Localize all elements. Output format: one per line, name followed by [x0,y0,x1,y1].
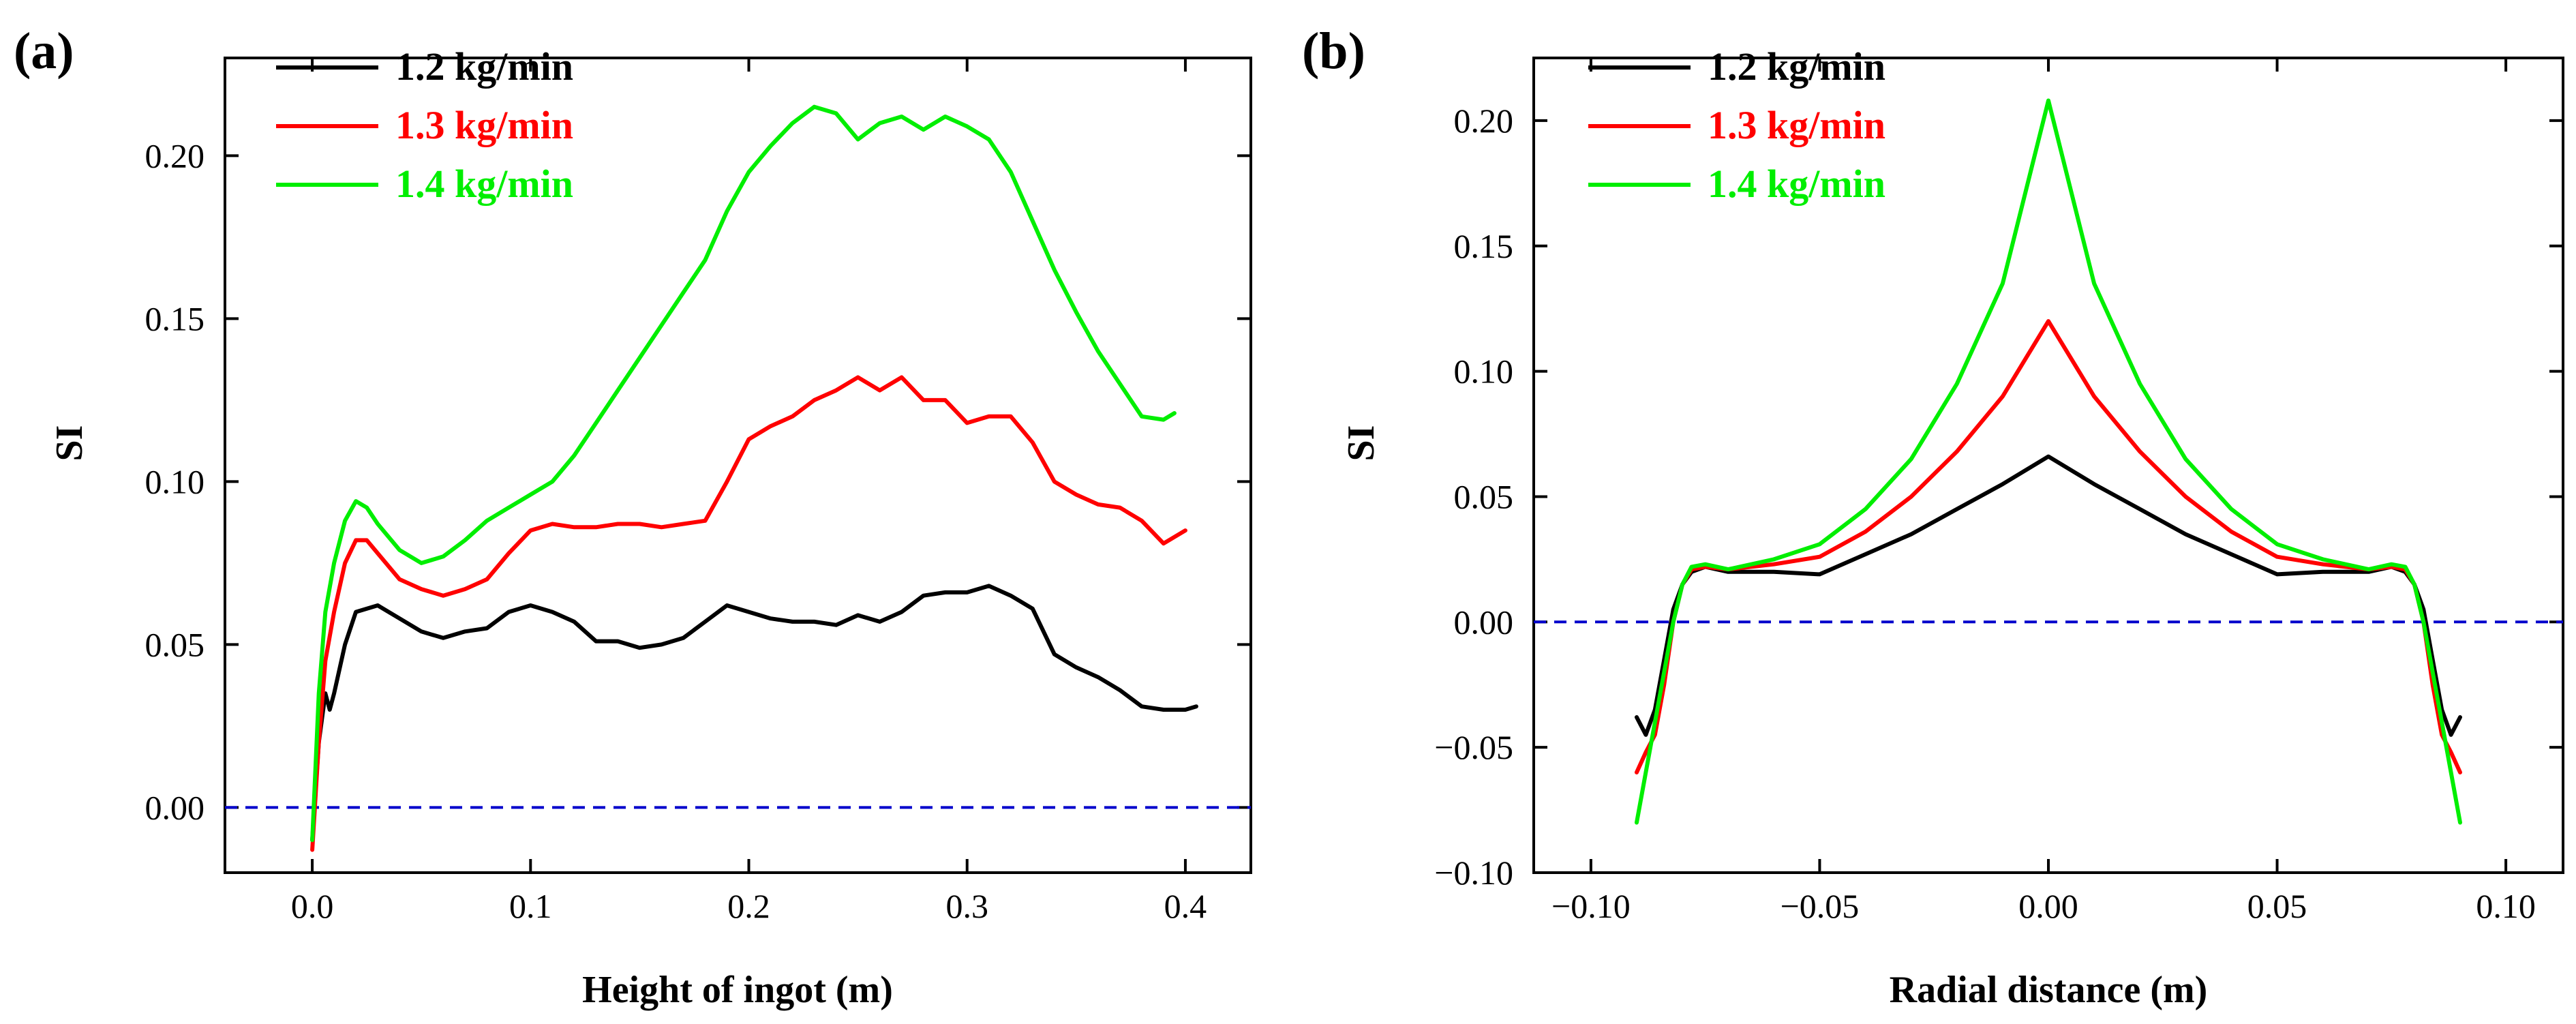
x-tick-label: 0.0 [291,887,334,925]
y-tick-label: 0.15 [145,299,205,337]
legend-label-0: 1.2 kg/min [395,44,573,89]
x-tick-label: 0.2 [727,887,770,925]
series-line-2 [1635,98,2462,825]
chart-panel-0: 0.0 0.1 0.2 0.3 0.4 0.00 0.05 0.10 0.15 0.20 1.2 k… [14,22,1252,1011]
x-tick-label: 0.10 [2476,887,2536,925]
y-tick-label: 0.20 [1454,102,1514,140]
x-tick-label: 0.4 [1164,887,1207,925]
series-line-1 [310,375,1187,852]
legend-label-1: 1.3 kg/min [1708,103,1885,147]
y-tick-label: 0.00 [1454,603,1514,641]
y-tick-label: 0.00 [145,788,205,826]
y-tick-label: −0.05 [1434,728,1513,766]
y-axis-label: SI [48,425,91,462]
y-tick-label: 0.05 [145,625,205,663]
x-tick-label: 0.05 [2247,887,2307,925]
y-tick-label: 0.05 [1454,477,1514,515]
x-tick-label: −0.10 [1551,887,1631,925]
y-tick-label: 0.10 [1454,352,1514,391]
panel-label: (a) [14,22,74,80]
x-axis-label: Radial distance (m) [1890,969,2208,1011]
x-tick-label: 0.3 [945,887,988,925]
x-tick-label: −0.05 [1781,887,1860,925]
legend-label-2: 1.4 kg/min [1708,162,1885,206]
y-tick-label: 0.10 [145,462,205,500]
legend-label-1: 1.3 kg/min [395,103,573,147]
x-tick-label: 0.1 [509,887,552,925]
panel-label: (b) [1302,22,1365,80]
x-tick-label: 0.00 [2018,887,2078,925]
chart-panel-1: −0.10 −0.05 0.00 0.05 0.10 −0.10 −0.05 0.00 0.05… [1302,22,2564,1011]
series-line-2 [310,104,1177,843]
y-axis-label: SI [1340,425,1382,462]
legend-label-2: 1.4 kg/min [395,162,573,206]
plot-frame [224,57,1252,874]
y-tick-label: −0.10 [1434,854,1513,892]
series-line-0 [310,584,1198,843]
y-tick-label: 0.15 [1454,227,1514,265]
x-axis-label: Height of ingot (m) [582,969,893,1011]
legend-label-0: 1.2 kg/min [1708,44,1885,89]
y-tick-label: 0.20 [145,136,205,175]
